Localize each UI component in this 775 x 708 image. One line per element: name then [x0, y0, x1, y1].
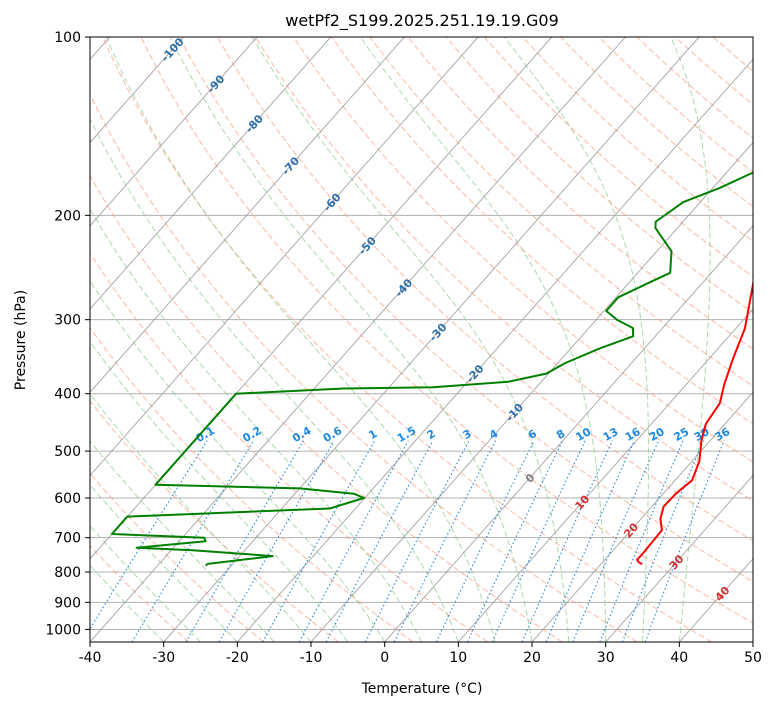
plot-area: 0.1 0.2 0.4 0.6 1 1.5 2 3 4 6 8 10 13 16 20 25 30 36-100-…	[90, 37, 753, 642]
isotherm-line	[457, 308, 753, 642]
mixing-ratio-line	[572, 440, 660, 642]
mixing-ratio-line	[491, 440, 586, 642]
mixing-ratio-line	[298, 440, 409, 642]
isotherm-line	[236, 58, 753, 642]
y-tick-label: 200	[54, 208, 81, 224]
mixing-ratio-line	[90, 440, 208, 630]
mixing-ratio-line	[521, 440, 613, 642]
dry-adiabat	[90, 400, 339, 642]
plot-frame	[89, 36, 754, 643]
isotherm-line	[90, 37, 479, 477]
dry-adiabat	[90, 93, 638, 642]
moist-adiabat	[90, 117, 459, 642]
y-tick-label: 500	[54, 444, 81, 460]
y-tick-label: 1000	[45, 622, 81, 638]
x-tick-label: -10	[300, 650, 323, 666]
x-tick-label: 10	[449, 650, 467, 666]
background-lines	[90, 37, 753, 642]
isotherm-line	[531, 391, 753, 642]
moist-adiabat	[670, 37, 711, 642]
x-tick-label: -30	[152, 650, 175, 666]
moist-adiabat	[359, 37, 607, 642]
y-tick-label: 300	[54, 313, 81, 329]
dry-adiabat	[178, 37, 753, 583]
x-tick-label: 20	[523, 650, 541, 666]
isotherm-line	[384, 225, 753, 642]
moist-adiabat	[90, 525, 201, 642]
dry-adiabat	[331, 37, 753, 425]
chart-title: wetPf2_S199.2025.251.19.19.G09	[285, 11, 559, 31]
x-tick-label: 30	[597, 650, 615, 666]
x-tick-label: 40	[670, 650, 688, 666]
mixing-ratio-line	[393, 440, 496, 642]
isotherm-line	[163, 37, 700, 642]
mixing-ratio-line	[262, 440, 376, 642]
mixing-ratio-line	[545, 440, 635, 642]
isotherm-line	[90, 37, 184, 144]
moist-adiabat	[105, 37, 496, 642]
dry-adiabat	[102, 37, 712, 642]
y-tick-label: 400	[54, 387, 81, 403]
isotherm-line	[90, 37, 258, 227]
mixing-ratio-line	[218, 440, 335, 642]
dry-adiabat	[140, 37, 753, 624]
y-tick-label: 800	[54, 565, 81, 581]
dry-adiabat	[445, 37, 753, 314]
moist-adiabat	[169, 37, 533, 642]
y-tick-label: 700	[54, 531, 81, 547]
isotherm-line	[90, 37, 553, 560]
x-tick-label: -20	[226, 650, 249, 666]
isotherm-line	[90, 37, 405, 394]
mixing-ratio-line	[185, 440, 305, 642]
y-tick-label: 600	[54, 491, 81, 507]
moist-adiabat	[90, 440, 275, 642]
x-axis-label: Temperature (°C)	[361, 681, 483, 697]
dewpoint-profile-line	[110, 171, 753, 567]
y-tick-label: 100	[54, 30, 81, 46]
profile-series	[110, 171, 753, 567]
y-axis-label: Pressure (hPa)	[13, 290, 29, 390]
temperature-profile-line	[636, 278, 753, 566]
x-tick-label: 50	[744, 650, 762, 666]
isotherm-line	[90, 37, 626, 642]
moist-adiabat	[90, 208, 422, 642]
moist-adiabat	[90, 564, 165, 642]
moist-adiabat	[503, 37, 650, 642]
x-axis-ticks: -40 -30 -20 -10 0 10 20 30 40 50	[79, 642, 762, 666]
dry-adiabat	[90, 252, 488, 642]
x-tick-label: 0	[380, 650, 389, 666]
y-axis-ticks: 100 200 300 400 500 600 700 800 900 1000	[45, 30, 90, 638]
dry-adiabat	[90, 174, 563, 642]
isotherm-line	[605, 474, 753, 642]
isotherm-line	[310, 141, 753, 642]
moist-adiabat	[90, 484, 238, 642]
y-tick-label: 900	[54, 595, 81, 611]
x-tick-label: -40	[79, 650, 102, 666]
dry-adiabat	[369, 37, 753, 387]
dry-adiabat	[90, 472, 264, 642]
moist-adiabat	[251, 37, 570, 642]
isotherm-line	[90, 37, 332, 310]
dry-adiabat	[254, 37, 753, 502]
